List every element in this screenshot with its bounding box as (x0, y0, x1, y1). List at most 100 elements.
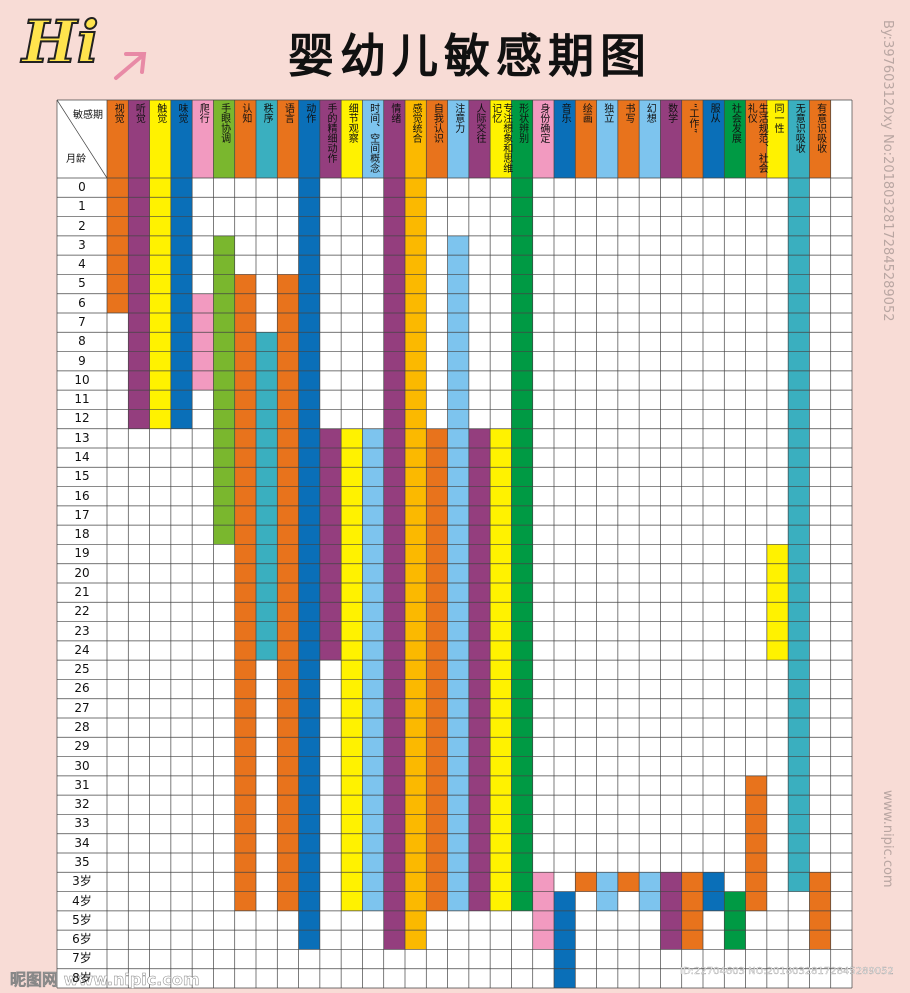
column-header-text: 时间、空间概念 (367, 103, 379, 173)
column-header-text: 社会发展 (729, 103, 741, 143)
header-cell (575, 100, 597, 178)
column-header: 服从 (703, 103, 724, 175)
row-label: 10 (74, 372, 90, 387)
column-header: 数学 (660, 103, 681, 175)
row-label: 6岁 (72, 932, 92, 947)
column-header-text: 语言 (282, 103, 294, 123)
header-cell (745, 100, 767, 178)
row-label: 3岁 (72, 874, 92, 889)
row-label: 5 (78, 276, 86, 291)
column-header-text: 人际交往 (473, 103, 485, 143)
watermark: 昵图网 www.nipic.com (10, 970, 200, 990)
period-span (554, 891, 576, 988)
column-header: 动作 (299, 103, 320, 175)
header-cell (341, 100, 363, 178)
period-span (745, 775, 767, 911)
column-header: 形状辨别 (511, 103, 532, 175)
column-header: 有意识吸收 (809, 103, 830, 175)
column-header-text: 爬行 (197, 103, 209, 123)
period-span (192, 293, 214, 391)
row-label: 16 (74, 488, 90, 503)
column-header: 人际交往 (469, 103, 490, 175)
row-label: 1 (78, 199, 86, 214)
column-header: 手的精细动作 (320, 103, 341, 175)
header-cell (213, 100, 235, 178)
period-span (128, 178, 150, 429)
period-span (234, 274, 256, 911)
column-header-text: 视觉 (112, 103, 124, 123)
header-cell (511, 100, 533, 178)
column-header: 味觉 (171, 103, 192, 175)
row-label: 4岁 (72, 893, 92, 908)
column-header: 注意力 (448, 103, 469, 175)
header-cell (170, 100, 193, 178)
column-header-text: 有意识吸收 (814, 103, 826, 153)
column-header: “工作” (682, 103, 703, 175)
header-cell (298, 100, 320, 178)
row-label: 31 (74, 777, 90, 792)
column-header-text: 手眼协调 (218, 103, 230, 143)
header-cell (234, 100, 256, 178)
row-label: 20 (74, 565, 90, 580)
column-header: 认知 (235, 103, 256, 175)
header-cell (426, 100, 448, 178)
row-label: 3 (78, 237, 86, 252)
row-label: 12 (74, 411, 90, 426)
header-cell (554, 100, 576, 178)
header-cell (596, 100, 618, 178)
row-label: 8 (78, 334, 86, 349)
period-span (277, 274, 299, 911)
column-header: 自我认识 (426, 103, 447, 175)
header-cell (383, 100, 405, 178)
column-header-text: 感觉统合 (410, 103, 422, 143)
column-header-text: 手的精细动作 (324, 103, 336, 163)
column-header-text: 注意力 (452, 103, 464, 133)
row-label: 14 (74, 450, 90, 464)
header-cell (107, 100, 129, 178)
row-label: 2 (78, 218, 86, 233)
column-header: 语言 (277, 103, 298, 175)
corner-bottom: 月龄 (66, 154, 86, 165)
column-header-text: 听觉 (133, 103, 145, 123)
column-header-text: “工作” (686, 103, 698, 134)
row-label: 28 (74, 720, 90, 734)
header-cell (468, 100, 491, 178)
period-span (362, 428, 384, 911)
row-label: 5岁 (72, 912, 92, 927)
column-header: 专注想象和思维记忆 (490, 103, 512, 175)
column-header-text: 幻想 (644, 103, 656, 123)
column-header-text: 同一性 (771, 103, 783, 133)
title: 婴幼儿敏感期图 (288, 29, 652, 83)
column-header: 秩序 (256, 103, 277, 175)
period-span (490, 428, 512, 911)
column-header-text: 数学 (665, 103, 677, 123)
header-cell (319, 100, 342, 178)
column-header: 细节观察 (341, 103, 362, 175)
column-header-text: 自我认识 (431, 103, 443, 143)
row-label: 7岁 (72, 951, 92, 966)
watermark: www.nipic.com (880, 790, 895, 888)
column-header: 听觉 (128, 103, 149, 175)
row-label: 35 (74, 855, 90, 869)
column-header-text: 认知 (239, 103, 251, 123)
period-span (341, 428, 363, 911)
column-header-text: 音乐 (559, 103, 571, 123)
column-header-text: 情绪 (388, 103, 400, 123)
period-span (256, 332, 278, 661)
row-label: 27 (74, 700, 90, 715)
period-span (447, 235, 469, 911)
column-header-text: 味觉 (175, 103, 187, 123)
header-cell (681, 100, 703, 178)
row-label: 11 (74, 392, 90, 407)
row-label: 18 (74, 527, 90, 542)
column-header: 时间、空间概念 (362, 103, 383, 175)
row-label: 15 (74, 469, 90, 484)
column-header-text: 动作 (303, 103, 315, 123)
column-header-text: 形状辨别 (516, 103, 528, 143)
row-label: 7 (78, 315, 86, 329)
header-cell (192, 100, 214, 178)
period-span (149, 178, 171, 429)
row-label: 25 (74, 662, 90, 677)
